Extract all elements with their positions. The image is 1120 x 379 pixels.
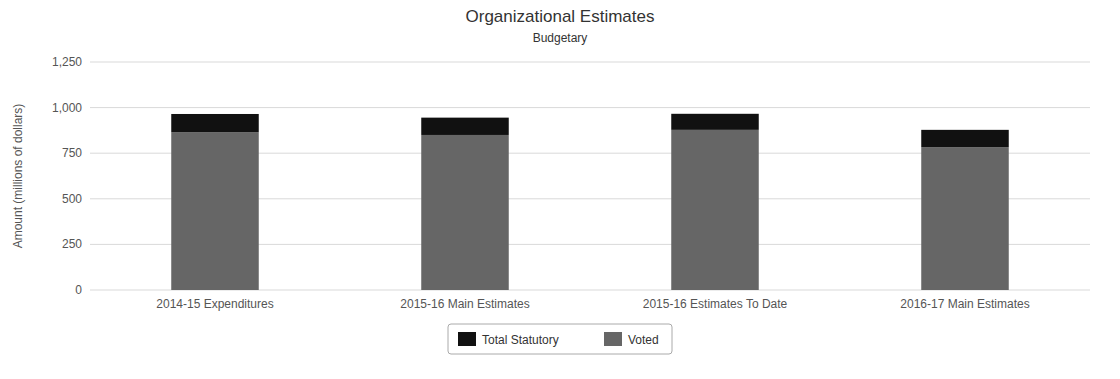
bar: [421, 135, 509, 290]
bar: [171, 132, 259, 290]
bars: [171, 114, 1009, 290]
legend-box: [448, 324, 672, 354]
legend-label: Total Statutory: [482, 333, 559, 347]
y-axis-label: Amount (millions of dollars): [11, 104, 25, 249]
bar: [921, 147, 1009, 290]
chart: Organizational Estimates Budgetary 0 250 500…: [0, 0, 1120, 379]
legend-swatch: [458, 332, 476, 346]
y-tick-label: 1,000: [52, 101, 82, 115]
bar: [171, 114, 259, 132]
grid: [90, 62, 1090, 290]
y-tick-label: 1,250: [52, 55, 82, 69]
legend: Total Statutory Voted: [448, 324, 672, 354]
y-tick-label: 750: [62, 146, 82, 160]
legend-label: Voted: [628, 333, 659, 347]
bar: [921, 130, 1009, 147]
bar: [421, 118, 509, 135]
y-tick-label: 0: [75, 283, 82, 297]
x-tick-label: 2015-16 Estimates To Date: [643, 297, 788, 311]
grid-line: [90, 62, 1090, 63]
grid-line: [90, 107, 1090, 108]
x-tick-label: 2014-15 Expenditures: [156, 297, 273, 311]
title: Organizational Estimates: [466, 7, 655, 26]
y-tick-label: 250: [62, 237, 82, 251]
bar: [671, 130, 759, 290]
y-tick-label: 500: [62, 192, 82, 206]
x-tick-label: 2015-16 Main Estimates: [400, 297, 529, 311]
x-tick-label: 2016-17 Main Estimates: [900, 297, 1029, 311]
bar: [671, 114, 759, 130]
subtitle: Budgetary: [533, 31, 588, 45]
legend-swatch: [604, 332, 622, 346]
